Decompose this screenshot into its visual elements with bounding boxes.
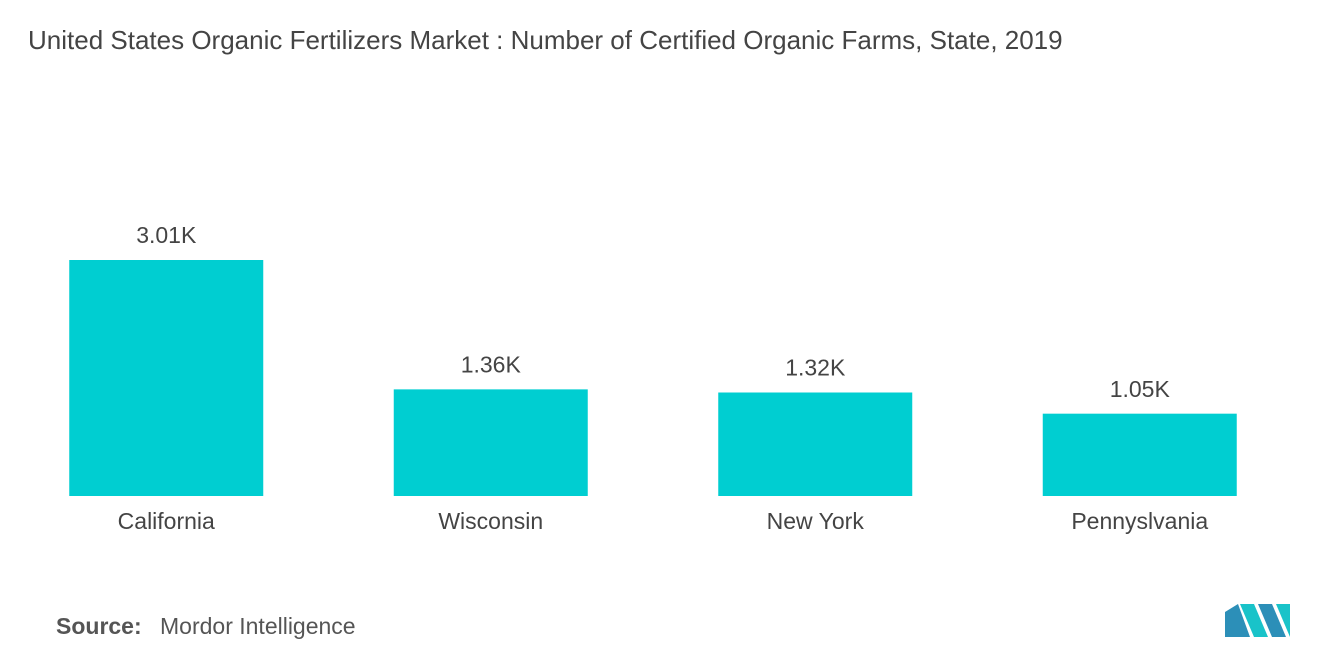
x-tick-label: New York (767, 508, 865, 534)
bar (69, 260, 264, 496)
x-tick-label: Pennyslvania (1071, 508, 1208, 534)
logo-shape (1276, 604, 1290, 637)
value-label: 3.01K (136, 222, 197, 248)
bar (718, 392, 913, 496)
chart-title: United States Organic Fertilizers Market… (28, 25, 1063, 55)
x-tick-label: Wisconsin (438, 508, 543, 534)
logo-shape (1240, 604, 1268, 637)
value-label: 1.32K (785, 355, 846, 381)
value-label: 1.36K (461, 351, 522, 377)
bar (393, 389, 588, 496)
value-label: 1.05K (1110, 376, 1171, 402)
logo (1225, 604, 1290, 637)
logo-shape (1258, 604, 1286, 637)
x-tick-label: California (118, 508, 215, 534)
source-label: Source: (56, 613, 142, 639)
logo-shape (1225, 604, 1250, 637)
bar (1042, 413, 1237, 496)
source-text: Mordor Intelligence (160, 613, 356, 639)
